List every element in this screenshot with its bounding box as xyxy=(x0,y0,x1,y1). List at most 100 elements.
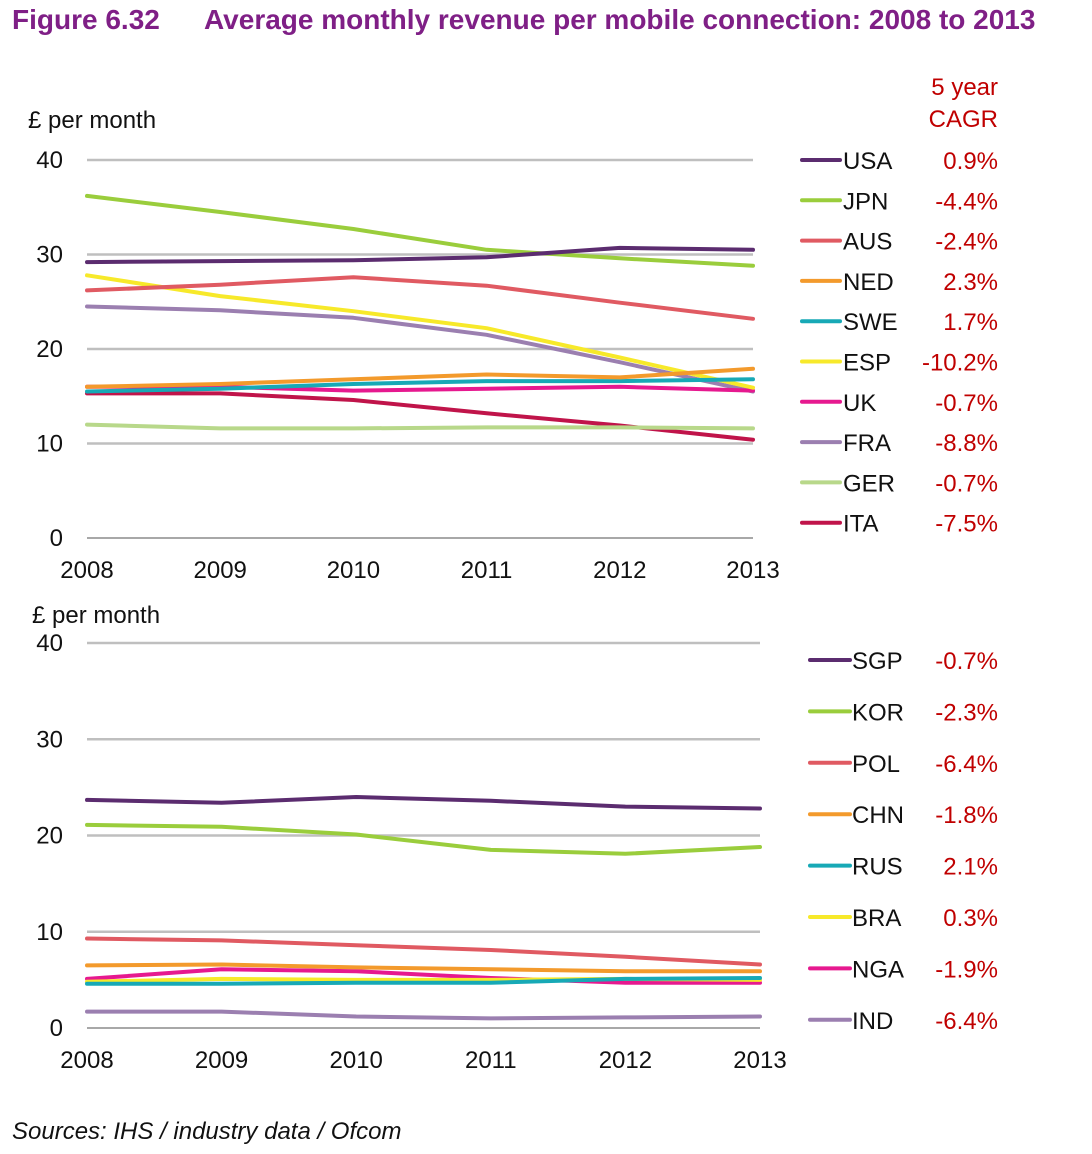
cagr-header-line-1: 5 year xyxy=(931,74,998,101)
x-tick-label: 2010 xyxy=(327,557,380,584)
legend-label: GER xyxy=(843,470,895,497)
x-tick-label: 2013 xyxy=(733,1047,786,1074)
legend-cagr-value: 0.9% xyxy=(943,148,998,175)
x-tick-label: 2013 xyxy=(726,557,779,584)
series-line-jpn xyxy=(85,193,755,268)
figure-title: Figure 6.32 Average monthly revenue per m… xyxy=(12,4,1035,36)
legend-cagr-value: 2.3% xyxy=(943,269,998,296)
legend-label: FRA xyxy=(843,430,891,457)
legend-cagr-value: -7.5% xyxy=(935,511,998,538)
legend-item: GER -0.7% xyxy=(800,470,998,497)
x-tick-label: 2008 xyxy=(60,557,113,584)
legend-item: NED 2.3% xyxy=(800,269,998,296)
series-line-kor xyxy=(85,822,762,856)
legend-item: POL -6.4% xyxy=(808,751,998,778)
legend-cagr-value: -0.7% xyxy=(935,648,998,675)
legend-label: BRA xyxy=(852,905,901,932)
chart-1: £ per month 0 10 20 30 40 2008 2009 2010 2011 2012… xyxy=(28,74,998,584)
legend-item: KOR -2.3% xyxy=(808,699,998,726)
legend-cagr-value: -2.4% xyxy=(935,229,998,256)
figure-heading: Average monthly revenue per mobile conne… xyxy=(204,4,1036,35)
series-line-swe xyxy=(85,377,755,394)
figure-number: Figure 6.32 xyxy=(12,4,160,35)
legend-item: BRA 0.3% xyxy=(808,905,998,932)
y-tick-label: 0 xyxy=(50,525,63,552)
series-line-sgp xyxy=(85,795,762,811)
x-tick-label: 2011 xyxy=(465,1047,517,1074)
legend-cagr-value: 0.3% xyxy=(943,905,998,932)
legend-label: SWE xyxy=(843,309,898,336)
y-tick-label: 10 xyxy=(36,919,63,946)
legend-cagr-value: -1.8% xyxy=(935,802,998,829)
legend-cagr-value: -6.4% xyxy=(935,751,998,778)
legend-label: ITA xyxy=(843,511,879,538)
series-line-ned xyxy=(85,366,755,389)
legend-item: SWE 1.7% xyxy=(800,309,998,336)
x-tick-label: 2011 xyxy=(461,557,513,584)
legend-item: IND -6.4% xyxy=(808,1008,998,1035)
series-line-ita xyxy=(85,391,755,442)
y-axis-label: £ per month xyxy=(28,107,156,134)
series-line-esp xyxy=(85,273,755,390)
legend-item: USA 0.9% xyxy=(800,148,998,175)
x-tick-label: 2008 xyxy=(60,1047,113,1074)
legend-label: UK xyxy=(843,390,876,417)
legend-cagr-value: -1.9% xyxy=(935,956,998,983)
legend-cagr-value: -6.4% xyxy=(935,1008,998,1035)
legend-item: JPN -4.4% xyxy=(800,188,998,215)
legend-label: POL xyxy=(852,751,900,778)
series-line-chn xyxy=(85,962,762,974)
legend-label: RUS xyxy=(852,854,903,881)
x-tick-label: 2009 xyxy=(194,557,247,584)
legend-label: ESP xyxy=(843,350,891,377)
x-tick-label: 2012 xyxy=(593,557,646,584)
legend-cagr-value: 1.7% xyxy=(943,309,998,336)
legend-label: KOR xyxy=(852,699,904,726)
y-tick-label: 0 xyxy=(50,1015,63,1042)
legend-item: FRA -8.8% xyxy=(800,430,998,457)
series-line-pol xyxy=(85,936,762,967)
legend-cagr-value: -8.8% xyxy=(935,430,998,457)
legend-cagr-value: 2.1% xyxy=(943,854,998,881)
series-line-nga xyxy=(85,967,762,985)
series-line-rus xyxy=(85,976,762,986)
legend-item: UK -0.7% xyxy=(800,390,998,417)
series-line-uk xyxy=(85,384,755,393)
legend-label: JPN xyxy=(843,188,888,215)
cagr-header-line-2: CAGR xyxy=(929,106,998,133)
y-tick-label: 20 xyxy=(36,823,63,850)
y-tick-label: 20 xyxy=(36,336,63,363)
legend-cagr-value: -0.7% xyxy=(935,470,998,497)
legend-item: ESP -10.2% xyxy=(800,350,998,377)
legend-cagr-value: -0.7% xyxy=(935,390,998,417)
legend-item: AUS -2.4% xyxy=(800,229,998,256)
legend-item: NGA -1.9% xyxy=(808,956,998,983)
legend-item: ITA -7.5% xyxy=(800,511,998,538)
legend-cagr-value: -10.2% xyxy=(922,350,998,377)
series-line-usa xyxy=(85,245,755,265)
legend-label: USA xyxy=(843,148,892,175)
y-tick-label: 30 xyxy=(36,726,63,753)
y-axis-label: £ per month xyxy=(32,602,160,629)
legend-label: NED xyxy=(843,269,894,296)
x-tick-label: 2012 xyxy=(599,1047,652,1074)
series-line-ind xyxy=(85,1009,762,1021)
source-note: Sources: IHS / industry data / Ofcom xyxy=(12,1118,402,1145)
x-tick-label: 2010 xyxy=(330,1047,383,1074)
x-tick-label: 2009 xyxy=(195,1047,248,1074)
legend-cagr-value: -4.4% xyxy=(935,188,998,215)
chart-2: £ per month 0 10 20 30 40 2008 2009 2010 2011 2012… xyxy=(32,602,998,1074)
legend-item: RUS 2.1% xyxy=(808,854,998,881)
series-line-ger xyxy=(85,422,755,431)
legend-label: AUS xyxy=(843,229,892,256)
y-tick-label: 30 xyxy=(36,242,63,269)
y-tick-label: 10 xyxy=(36,431,63,458)
legend-label: IND xyxy=(852,1008,893,1035)
legend-label: CHN xyxy=(852,802,904,829)
series-line-aus xyxy=(85,275,755,321)
legend-item: CHN -1.8% xyxy=(808,802,998,829)
legend-cagr-value: -2.3% xyxy=(935,699,998,726)
series-line-fra xyxy=(85,304,755,394)
legend-label: NGA xyxy=(852,956,904,983)
